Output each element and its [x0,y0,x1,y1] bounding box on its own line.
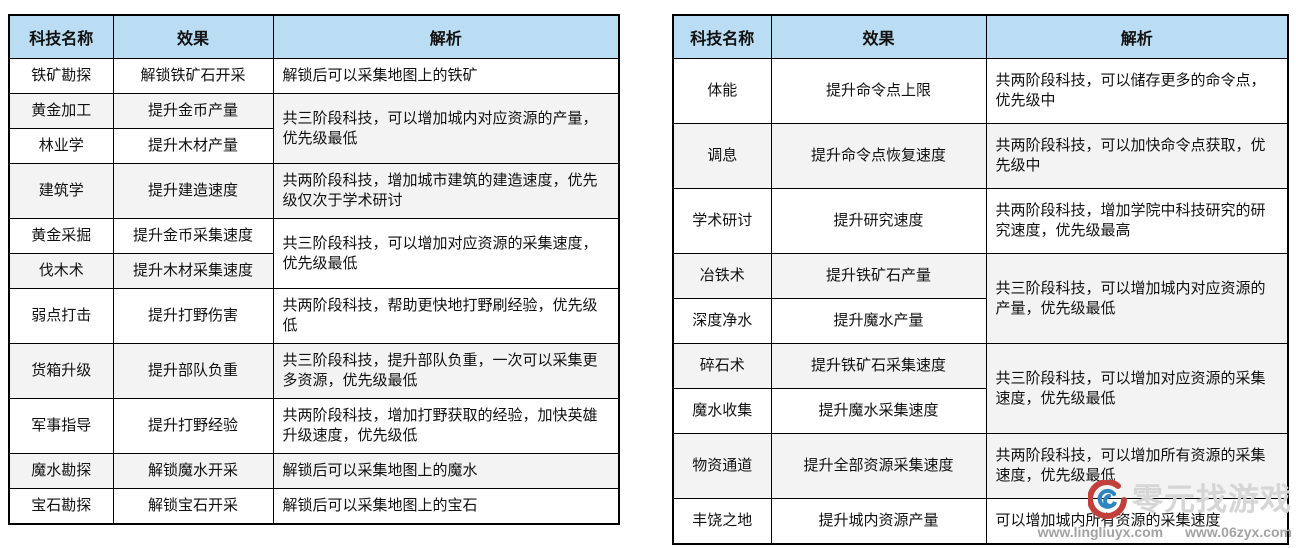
table-row: 冶铁术 提升铁矿石产量 共三阶段科技，可以增加城内对应资源的产量，优先级最低 [672,253,1289,344]
tech-name-cell: 丰饶之地 [672,498,772,545]
analysis-cell: 共三阶段科技，可以增加对应资源的采集速度，优先级最低 [985,343,1289,434]
tech-name-cell: 冶铁术 [672,253,772,299]
effect-cell: 提升打野经验 [112,398,274,454]
tech-name-cell: 调息 [672,123,772,189]
tech-name-cell: 军事指导 [8,398,114,454]
analysis-cell: 共三阶段科技，可以增加对应资源的采集速度，优先级最低 [272,218,620,289]
effect-cell: 提升魔水采集速度 [770,388,987,434]
effect-cell: 提升木材产量 [112,128,274,164]
table-row: 军事指导 提升打野经验 共两阶段科技，增加打野获取的经验，加快英雄升级速度，优先级低 [8,398,620,454]
effect-cell: 提升全部资源采集速度 [770,433,987,499]
table-row: 学术研讨 提升研究速度 共两阶段科技，增加学院中科技研究的研究速度，优先级最高 [672,188,1289,254]
table-row: 伐木术 提升木材采集速度 [8,253,619,289]
table-row: 深度净水 提升魔水产量 [672,298,1288,344]
column-header: 效果 [112,14,274,59]
analysis-cell: 共两阶段科技，帮助更快地打野刷经验，优先级低 [272,288,620,344]
tech-name-cell: 物资通道 [672,433,772,499]
effect-cell: 提升铁矿石采集速度 [770,343,987,389]
column-header: 科技名称 [8,14,114,59]
table-row: 黄金采掘 提升金币采集速度 共三阶段科技，可以增加对应资源的采集速度，优先级最低 [8,218,620,289]
effect-cell: 提升研究速度 [770,188,987,254]
table-row: 货箱升级 提升部队负重 共三阶段科技，提升部队负重，一次可以采集更多资源，优先级最低 [8,343,620,399]
table-row: 黄金加工 提升金币产量 共三阶段科技，可以增加城内对应资源的产量，优先级最低 [8,93,620,164]
header-row: 科技名称 效果 解析 [672,14,1289,59]
table-row: 调息 提升命令点恢复速度 共两阶段科技，可以加快命令点获取，优先级中 [672,123,1289,189]
effect-cell: 提升部队负重 [112,343,274,399]
column-header: 科技名称 [672,14,772,59]
effect-cell: 提升建造速度 [112,163,274,219]
analysis-cell: 共三阶段科技，可以增加城内对应资源的产量，优先级最低 [985,253,1289,344]
tech-name-cell: 黄金加工 [8,93,114,129]
tech-name-cell: 弱点打击 [8,288,114,344]
column-header: 解析 [272,14,620,59]
analysis-cell: 解锁后可以采集地图上的宝石 [272,488,620,525]
tech-name-cell: 学术研讨 [672,188,772,254]
effect-cell: 提升命令点上限 [770,58,987,124]
tech-name-cell: 货箱升级 [8,343,114,399]
tech-name-cell: 宝石勘探 [8,488,114,525]
tech-name-cell: 魔水收集 [672,388,772,434]
tech-name-cell: 建筑学 [8,163,114,219]
effect-cell: 提升木材采集速度 [112,253,274,289]
effect-cell: 提升金币采集速度 [112,218,274,254]
tech-table-left: 科技名称 效果 解析 铁矿勘探 解锁铁矿石开采 解锁后可以采集地图上的铁矿 黄金加工 提升金币… [8,14,620,525]
header-row: 科技名称 效果 解析 [8,14,620,59]
effect-cell: 提升魔水产量 [770,298,987,344]
effect-cell: 提升命令点恢复速度 [770,123,987,189]
effect-cell: 提升打野伤害 [112,288,274,344]
table-row: 林业学 提升木材产量 [8,128,619,164]
tech-name-cell: 伐木术 [8,253,114,289]
tech-name-cell: 碎石术 [672,343,772,389]
tech-name-cell: 铁矿勘探 [8,58,114,94]
analysis-cell: 共两阶段科技，增加学院中科技研究的研究速度，优先级最高 [985,188,1289,254]
tech-table-right: 科技名称 效果 解析 体能 提升命令点上限 共两阶段科技，可以储存更多的命令点，优先级中调… [672,14,1289,545]
table-row: 宝石勘探 解锁宝石开采 解锁后可以采集地图上的宝石 [8,488,620,525]
column-header: 解析 [985,14,1289,59]
effect-cell: 提升铁矿石产量 [770,253,987,299]
column-header: 效果 [770,14,987,59]
effect-cell: 解锁宝石开采 [112,488,274,525]
table-row: 建筑学 提升建造速度 共两阶段科技，增加城市建筑的建造速度，优先级仅次于学术研讨 [8,163,620,219]
analysis-cell: 共两阶段科技，可以加快命令点获取，优先级中 [985,123,1289,189]
effect-cell: 提升金币产量 [112,93,274,129]
table-row: 魔水勘探 解锁魔水开采 解锁后可以采集地图上的魔水 [8,453,620,489]
table-row: 体能 提升命令点上限 共两阶段科技，可以储存更多的命令点，优先级中 [672,58,1289,124]
tech-name-cell: 黄金采掘 [8,218,114,254]
effect-cell: 解锁魔水开采 [112,453,274,489]
analysis-cell: 解锁后可以采集地图上的魔水 [272,453,620,489]
effect-cell: 解锁铁矿石开采 [112,58,274,94]
tech-name-cell: 深度净水 [672,298,772,344]
effect-cell: 提升城内资源产量 [770,498,987,545]
table-row: 碎石术 提升铁矿石采集速度 共三阶段科技，可以增加对应资源的采集速度，优先级最低 [672,343,1289,434]
analysis-cell: 共两阶段科技，可以增加所有资源的采集速度，优先级最低 [985,433,1289,499]
tech-name-cell: 林业学 [8,128,114,164]
analysis-cell: 共两阶段科技，增加打野获取的经验，加快英雄升级速度，优先级低 [272,398,620,454]
table-row: 铁矿勘探 解锁铁矿石开采 解锁后可以采集地图上的铁矿 [8,58,620,94]
tech-name-cell: 体能 [672,58,772,124]
analysis-cell: 共三阶段科技，提升部队负重，一次可以采集更多资源，优先级最低 [272,343,620,399]
table-row: 物资通道 提升全部资源采集速度 共两阶段科技，可以增加所有资源的采集速度，优先级最低 [672,433,1289,499]
analysis-cell: 共两阶段科技，增加城市建筑的建造速度，优先级仅次于学术研讨 [272,163,620,219]
table-row: 弱点打击 提升打野伤害 共两阶段科技，帮助更快地打野刷经验，优先级低 [8,288,620,344]
analysis-cell: 解锁后可以采集地图上的铁矿 [272,58,620,94]
analysis-cell: 共两阶段科技，可以储存更多的命令点，优先级中 [985,58,1289,124]
table-row: 丰饶之地 提升城内资源产量 可以增加城内所有资源的采集速度 [672,498,1289,545]
analysis-cell: 可以增加城内所有资源的采集速度 [985,498,1289,545]
tech-name-cell: 魔水勘探 [8,453,114,489]
analysis-cell: 共三阶段科技，可以增加城内对应资源的产量，优先级最低 [272,93,620,164]
table-row: 魔水收集 提升魔水采集速度 [672,388,1288,434]
